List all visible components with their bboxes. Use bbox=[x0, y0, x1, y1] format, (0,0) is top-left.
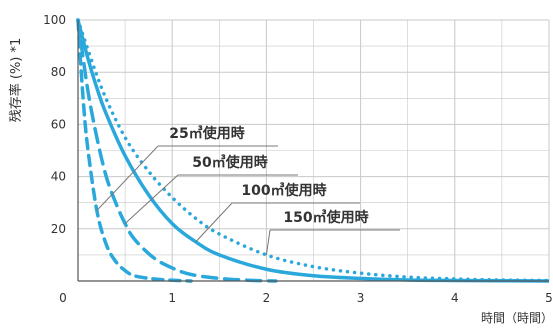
y-tick-label: 100 bbox=[43, 13, 66, 27]
y-tick-label: 60 bbox=[51, 117, 66, 131]
y-axis-label: 残存率 (%) *1 bbox=[8, 38, 24, 123]
callout-leader-line bbox=[124, 174, 179, 224]
axes: 0 1 2 3 4 5 20 40 60 80 100 bbox=[43, 13, 553, 305]
grid bbox=[77, 19, 550, 282]
series-label: 150㎥使用時 bbox=[283, 209, 368, 226]
y-tick-label: 20 bbox=[51, 222, 66, 236]
series-line-1 bbox=[76, 18, 193, 283]
x-tick-label: 5 bbox=[545, 291, 553, 305]
x-tick-label: 4 bbox=[451, 291, 459, 305]
series-label: 25㎥使用時 bbox=[169, 125, 244, 142]
y-tick-label: 40 bbox=[51, 170, 66, 184]
x-tick-label: 0 bbox=[59, 291, 67, 305]
callout-leader-line bbox=[96, 145, 159, 211]
callout-leader-line bbox=[195, 202, 233, 243]
series-callouts: 25㎥使用時 50㎥使用時 100㎥使用時 150㎥使用時 bbox=[96, 125, 400, 255]
series-line-2 bbox=[76, 18, 278, 283]
series-line-4 bbox=[76, 18, 551, 283]
x-tick-label: 1 bbox=[168, 291, 176, 305]
x-tick-label: 3 bbox=[357, 291, 365, 305]
x-tick-label: 2 bbox=[263, 291, 271, 305]
x-axis-label: 時間（時間） bbox=[481, 311, 553, 325]
y-tick-label: 80 bbox=[51, 65, 66, 79]
series-label: 50㎥使用時 bbox=[192, 154, 267, 171]
series-label: 100㎥使用時 bbox=[241, 182, 326, 199]
callout-leader-line bbox=[265, 229, 271, 255]
